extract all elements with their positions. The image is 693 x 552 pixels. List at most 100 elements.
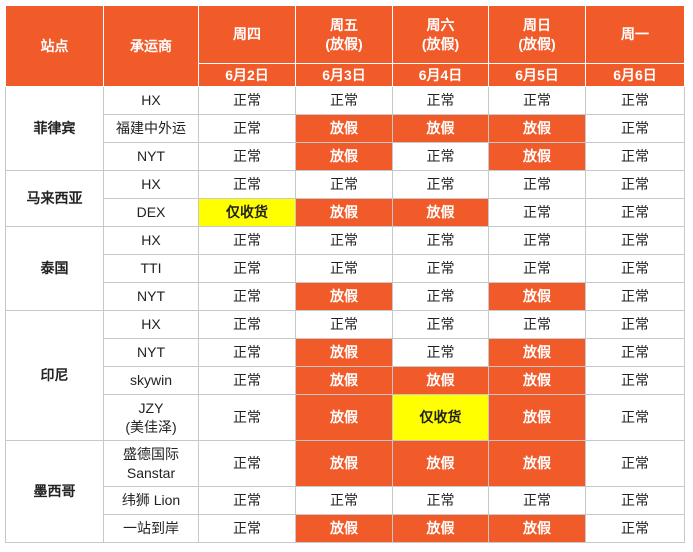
carrier-cell: HX — [103, 226, 199, 255]
status-cell: 正常 — [392, 170, 489, 199]
carrier-cell: skywin — [103, 366, 199, 395]
status-cell: 正常 — [198, 310, 296, 339]
weekday-header: 周一 — [585, 5, 685, 64]
status-cell: 正常 — [585, 198, 685, 227]
site-cell: 菲律宾 — [5, 86, 104, 171]
status-cell: 正常 — [198, 86, 296, 115]
carrier-cell: HX — [103, 310, 199, 339]
status-cell: 放假 — [488, 114, 586, 143]
status-cell: 正常 — [488, 198, 586, 227]
status-cell: 正常 — [198, 394, 296, 441]
carrier-cell: 福建中外运 — [103, 114, 199, 143]
site-cell: 印尼 — [5, 310, 104, 441]
status-cell: 正常 — [392, 282, 489, 311]
table-header: 站点 承运商 周四 周五 (放假) 周六 (放假) 周日 (放假) 周一 6月2日 6月3日 6月… — [5, 5, 685, 87]
status-cell: 正常 — [198, 254, 296, 283]
status-cell: 放假 — [295, 142, 393, 171]
status-cell: 正常 — [585, 226, 685, 255]
status-cell: 正常 — [585, 282, 685, 311]
status-cell: 正常 — [488, 86, 586, 115]
status-cell: 正常 — [198, 440, 296, 487]
status-cell: 正常 — [295, 170, 393, 199]
date-header: 6月5日 — [488, 63, 586, 87]
carrier-cell: NYT — [103, 282, 199, 311]
status-cell: 正常 — [198, 226, 296, 255]
table-row: 马来西亚 HX 正常 正常 正常 正常 正常 — [5, 170, 685, 227]
status-cell: 正常 — [198, 142, 296, 171]
status-cell: 放假 — [488, 440, 586, 487]
table-row: 菲律宾 HX 正常 正常 正常 正常 正常 — [5, 86, 685, 171]
status-cell: 正常 — [585, 170, 685, 199]
carrier-cell: NYT — [103, 142, 199, 171]
status-cell: 正常 — [585, 254, 685, 283]
schedule-table: 站点 承运商 周四 周五 (放假) 周六 (放假) 周日 (放假) 周一 6月2日 6月3日 6月… — [5, 5, 685, 543]
table-row: skywin 正常 放假 放假 放假 正常 — [6, 366, 685, 395]
carrier-header: 承运商 — [103, 5, 199, 87]
status-cell: 正常 — [198, 486, 296, 515]
status-cell: 正常 — [392, 254, 489, 283]
status-cell: 放假 — [295, 338, 393, 367]
status-cell: 正常 — [295, 486, 393, 515]
status-cell: 正常 — [585, 440, 685, 487]
status-cell: 放假 — [295, 366, 393, 395]
status-cell: 放假 — [488, 366, 586, 395]
status-cell: 正常 — [488, 226, 586, 255]
carrier-cell: HX — [103, 86, 199, 115]
carrier-cell: NYT — [103, 338, 199, 367]
status-cell: 正常 — [198, 366, 296, 395]
status-cell: 正常 — [585, 338, 685, 367]
status-cell: 正常 — [295, 310, 393, 339]
status-cell: 正常 — [198, 170, 296, 199]
status-cell: 正常 — [392, 338, 489, 367]
table-row: 一站到岸 正常 放假 放假 放假 正常 — [6, 514, 685, 543]
status-cell: 放假 — [392, 366, 489, 395]
weekday-header: 周四 — [198, 5, 296, 64]
status-cell: 正常 — [585, 310, 685, 339]
site-cell: 墨西哥 — [5, 440, 104, 543]
site-cell: 泰国 — [5, 226, 104, 311]
status-cell: 放假 — [392, 514, 489, 543]
carrier-cell: 一站到岸 — [103, 514, 199, 543]
status-cell: 正常 — [585, 514, 685, 543]
date-header: 6月2日 — [198, 63, 296, 87]
site-header: 站点 — [5, 5, 104, 87]
table-row: 福建中外运 正常 放假 放假 放假 正常 — [6, 114, 685, 143]
carrier-cell: DEX — [103, 198, 199, 227]
status-cell: 正常 — [488, 254, 586, 283]
weekday-header: 周六 (放假) — [392, 5, 489, 64]
carrier-cell: 盛德国际 Sanstar — [103, 440, 199, 487]
date-header: 6月4日 — [392, 63, 489, 87]
status-cell: 放假 — [295, 514, 393, 543]
site-cell: 马来西亚 — [5, 170, 104, 227]
status-cell: 正常 — [392, 310, 489, 339]
status-cell: 正常 — [392, 86, 489, 115]
table-row: NYT 正常 放假 正常 放假 正常 — [6, 282, 685, 311]
status-cell: 正常 — [392, 142, 489, 171]
status-cell: 放假 — [295, 282, 393, 311]
status-cell: 正常 — [198, 514, 296, 543]
status-cell: 放假 — [295, 114, 393, 143]
status-cell: 放假 — [488, 394, 586, 441]
carrier-cell: HX — [103, 170, 199, 199]
table-row: TTI 正常 正常 正常 正常 正常 — [6, 254, 685, 283]
status-cell: 正常 — [198, 114, 296, 143]
status-cell: 放假 — [295, 198, 393, 227]
status-cell: 正常 — [585, 366, 685, 395]
status-cell: 正常 — [585, 486, 685, 515]
status-cell: 放假 — [488, 514, 586, 543]
status-cell: 正常 — [198, 282, 296, 311]
status-cell: 放假 — [488, 282, 586, 311]
table-row: 印尼 HX 正常 正常 正常 正常 正常 — [5, 310, 685, 441]
status-cell: 仅收货 — [392, 394, 489, 441]
status-cell: 正常 — [392, 226, 489, 255]
status-cell: 正常 — [295, 226, 393, 255]
status-cell: 放假 — [392, 114, 489, 143]
table-body: 菲律宾 HX 正常 正常 正常 正常 正常 福建中外运 正常 放假 放假 放假 正常 NYT 正常 放假 正常放… — [5, 86, 685, 543]
table-row: 泰国 HX 正常 正常 正常 正常 正常 — [5, 226, 685, 311]
date-header: 6月6日 — [585, 63, 685, 87]
status-cell: 正常 — [585, 114, 685, 143]
carrier-cell: 纬狮 Lion — [103, 486, 199, 515]
status-cell: 正常 — [585, 86, 685, 115]
carrier-cell: JZY (美佳泽) — [103, 394, 199, 441]
status-cell: 正常 — [295, 254, 393, 283]
